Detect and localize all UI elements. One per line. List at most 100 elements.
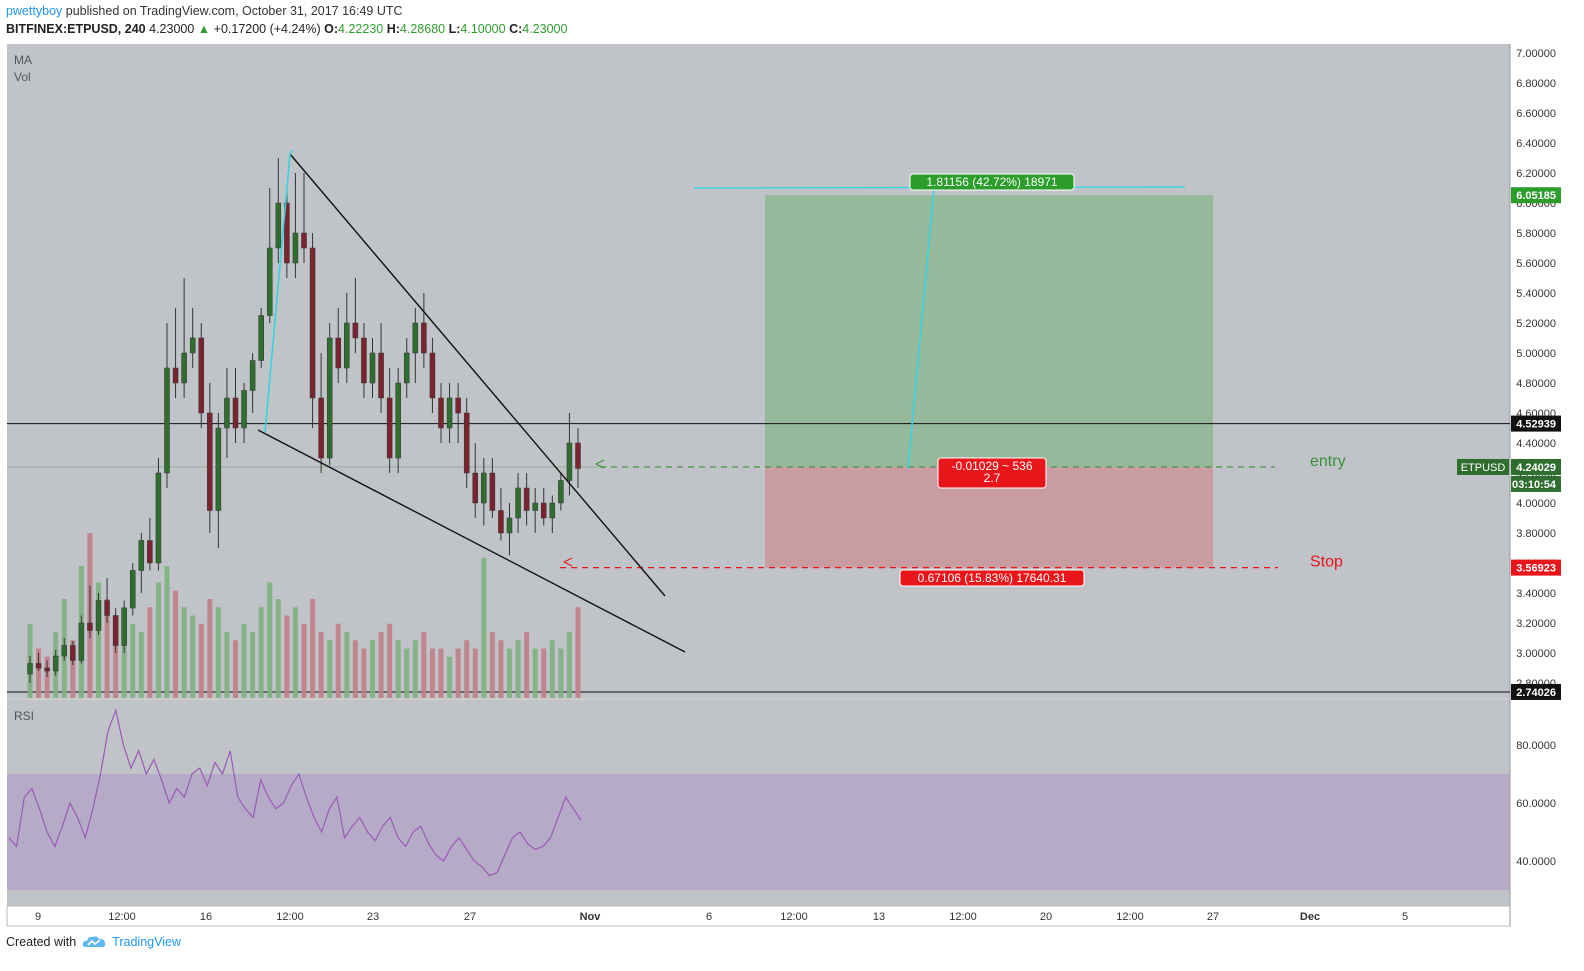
- candle-body: [215, 427, 222, 511]
- volume-bar: [301, 623, 307, 698]
- volume-bar: [387, 623, 393, 698]
- price-label-horizontal-line: [1511, 415, 1561, 432]
- candle-body: [532, 502, 538, 511]
- author-link[interactable]: pwettyboy: [6, 4, 63, 18]
- price-tick-label: 4.40000: [1516, 438, 1556, 450]
- candle-body: [104, 600, 110, 616]
- price-tick-label: 6.20000: [1516, 168, 1556, 180]
- risk-reward-label-box: [937, 457, 1047, 489]
- candle-body: [386, 397, 393, 459]
- candle-body: [421, 322, 427, 354]
- volume-bar: [327, 640, 333, 698]
- volume-bar: [464, 640, 470, 698]
- entry-text: entry: [1310, 453, 1346, 470]
- volume-bar: [173, 590, 179, 698]
- candle-body: [44, 667, 50, 672]
- symbol-name[interactable]: BITFINEX:ETPUSD, 240: [6, 22, 146, 36]
- volume-bar: [489, 632, 495, 698]
- price-tick-label: 3.20000: [1516, 618, 1556, 630]
- candle-body: [395, 382, 401, 459]
- price-tick-label: 5.80000: [1516, 228, 1556, 240]
- time-tick-label: 12:00: [276, 911, 304, 923]
- volume-bar: [515, 640, 521, 698]
- candle-body: [378, 352, 384, 399]
- volume-bar: [395, 640, 401, 698]
- candle-body: [189, 337, 196, 354]
- volume-bar: [472, 648, 478, 698]
- candle-body: [404, 352, 410, 384]
- tradingview-link[interactable]: TradingView: [112, 935, 181, 949]
- candle-body: [549, 502, 556, 519]
- volume-bar: [318, 632, 324, 698]
- cyan-projection-line: [907, 187, 935, 470]
- candle-body: [147, 540, 153, 564]
- candle-body: [172, 367, 179, 384]
- stop-chevron-icon: [562, 557, 573, 567]
- wedge-lower-line: [257, 429, 686, 653]
- time-tick-label: 27: [464, 911, 476, 923]
- price-chart[interactable]: 7.000006.800006.600006.400006.200006.000…: [0, 0, 1584, 930]
- candle-body: [52, 655, 59, 672]
- candle-body: [284, 202, 290, 264]
- risk-reward-label: -0.01029 ~ 536: [951, 459, 1032, 473]
- time-tick-label: 9: [35, 911, 41, 923]
- volume-bar: [155, 582, 161, 698]
- volume-bar: [96, 582, 101, 698]
- risk-reward-label: 2.7: [984, 471, 1001, 485]
- volume-bar: [215, 607, 221, 698]
- volume-bar: [241, 623, 247, 698]
- candle-body: [446, 397, 453, 429]
- time-tick-label: 27: [1207, 911, 1219, 923]
- volume-bar: [36, 648, 42, 698]
- candle-body: [566, 442, 573, 481]
- volume-bar: [558, 648, 564, 698]
- volume-bar: [378, 632, 384, 698]
- price-label-target: [1511, 187, 1561, 204]
- volume-bar: [310, 599, 316, 698]
- candle-body: [258, 315, 264, 361]
- symbol-tag: ETPUSD: [1461, 462, 1506, 474]
- vol-label: Vol: [14, 70, 31, 84]
- candle-body: [112, 615, 119, 646]
- volume-bar: [429, 648, 435, 698]
- volume-bar: [361, 648, 367, 698]
- volume-bar: [130, 623, 136, 698]
- price-tick-label: 5.00000: [1516, 348, 1556, 360]
- volume-bar: [370, 640, 375, 698]
- time-tick-label: 6: [706, 911, 712, 923]
- tradingview-cloud-icon: [82, 936, 106, 947]
- time-tick-label: 12:00: [949, 911, 977, 923]
- volume-bar: [335, 623, 341, 698]
- time-tick-label: 12:00: [1116, 911, 1144, 923]
- time-tick-label: 16: [200, 911, 212, 923]
- rsi-label: RSI: [14, 709, 34, 723]
- high-value: 4.28680: [399, 22, 446, 36]
- volume-bar: [190, 615, 196, 698]
- volume-bar: [549, 640, 555, 698]
- price-tick-label: 5.40000: [1516, 288, 1556, 300]
- high-label: H:: [386, 22, 400, 36]
- price-tick-label: 6.40000: [1516, 138, 1556, 150]
- volume-bar: [138, 632, 144, 698]
- candle-body: [27, 663, 33, 675]
- price-label-text: 03:10:54: [1512, 479, 1557, 491]
- candle-body: [455, 397, 461, 414]
- published-text: published on TradingView.com, October 31…: [65, 4, 403, 18]
- volume-bar: [113, 615, 119, 698]
- target-zone: [765, 195, 1213, 467]
- time-tick-label: 12:00: [780, 911, 808, 923]
- candle-body: [61, 645, 67, 657]
- volume-bar: [70, 640, 76, 698]
- candle-body: [326, 337, 333, 459]
- volume-bar: [455, 648, 461, 698]
- entry-chevron-icon: [594, 459, 605, 469]
- price-label-last-price: [1511, 458, 1561, 475]
- rsi-tick-label: 80.0000: [1516, 740, 1556, 752]
- candle-body: [198, 337, 204, 414]
- price-tick-label: 5.20000: [1516, 318, 1556, 330]
- price-label-text: 3.56923: [1516, 563, 1556, 575]
- candle-body: [241, 390, 247, 429]
- rsi-line: [8, 708, 582, 877]
- candle-body: [35, 663, 42, 669]
- volume-bar: [284, 615, 290, 698]
